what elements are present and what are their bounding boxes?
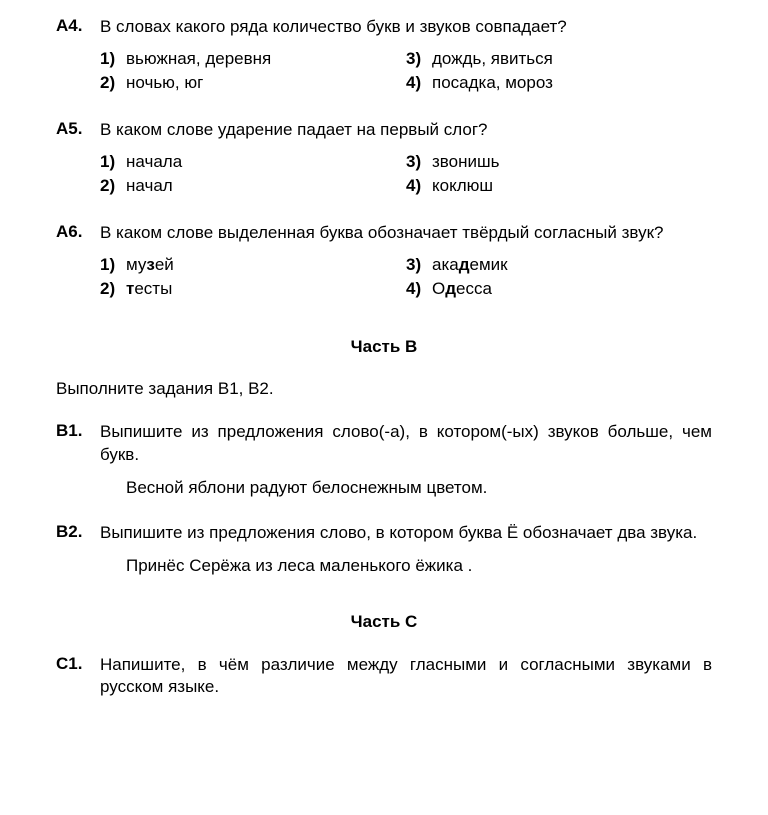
option-a5-2: 2) начал bbox=[100, 176, 406, 196]
option-a4-4: 4) посадка, мороз bbox=[406, 73, 712, 93]
option-a4-2: 2) ночью, юг bbox=[100, 73, 406, 93]
question-a4-row: А4. В словах какого ряда количество букв… bbox=[56, 16, 712, 39]
option-a5-4-text: коклюш bbox=[432, 176, 712, 196]
question-a5-col-right: 3) звонишь 4) коклюш bbox=[406, 152, 712, 200]
question-b2-text: Выпишите из предложения слово, в котором… bbox=[100, 522, 712, 545]
option-a6-1-post: ей bbox=[155, 255, 174, 274]
option-a4-4-text: посадка, мороз bbox=[432, 73, 712, 93]
option-a4-1-num: 1) bbox=[100, 49, 126, 69]
question-a6-options: 1) музей 2) тесты 3) академик 4) Одесса bbox=[100, 255, 712, 303]
option-a6-1-text: музей bbox=[126, 255, 406, 275]
question-a6: А6. В каком слове выделенная буква обозн… bbox=[56, 222, 712, 303]
section-b-title: Часть В bbox=[56, 337, 712, 357]
option-a6-1-pre: му bbox=[126, 255, 146, 274]
question-b2-row: В2. Выпишите из предложения слово, в кот… bbox=[56, 522, 712, 545]
option-a5-3: 3) звонишь bbox=[406, 152, 712, 172]
question-b2-example: Принёс Серёжа из леса маленького ёжика . bbox=[126, 555, 712, 578]
option-a6-4-num: 4) bbox=[406, 279, 432, 299]
option-a6-2: 2) тесты bbox=[100, 279, 406, 299]
option-a6-4: 4) Одесса bbox=[406, 279, 712, 299]
question-c1-row: С1. Напишите, в чём различие между гласн… bbox=[56, 654, 712, 700]
question-a4-col-left: 1) вьюжная, деревня 2) ночью, юг bbox=[100, 49, 406, 97]
option-a6-1-num: 1) bbox=[100, 255, 126, 275]
option-a4-2-text: ночью, юг bbox=[126, 73, 406, 93]
option-a6-4-text: Одесса bbox=[432, 279, 712, 299]
option-a6-3-bold: д bbox=[459, 255, 470, 274]
option-a5-4: 4) коклюш bbox=[406, 176, 712, 196]
option-a4-3: 3) дождь, явиться bbox=[406, 49, 712, 69]
question-a5-text: В каком слове ударение падает на первый … bbox=[100, 119, 712, 142]
question-a4-number: А4. bbox=[56, 16, 100, 36]
question-b1: В1. Выпишите из предложения слово(-а), в… bbox=[56, 421, 712, 500]
option-a5-4-num: 4) bbox=[406, 176, 432, 196]
question-a5-number: А5. bbox=[56, 119, 100, 139]
option-a6-3-text: академик bbox=[432, 255, 712, 275]
section-c-title: Часть С bbox=[56, 612, 712, 632]
option-a4-4-num: 4) bbox=[406, 73, 432, 93]
option-a6-4-bold: д bbox=[445, 279, 456, 298]
question-b1-example: Весной яблони радуют белоснежным цветом. bbox=[126, 477, 712, 500]
option-a6-1-bold: з bbox=[146, 255, 154, 274]
question-a6-col-right: 3) академик 4) Одесса bbox=[406, 255, 712, 303]
question-a4-col-right: 3) дождь, явиться 4) посадка, мороз bbox=[406, 49, 712, 97]
option-a4-2-num: 2) bbox=[100, 73, 126, 93]
question-a6-col-left: 1) музей 2) тесты bbox=[100, 255, 406, 303]
option-a5-2-text: начал bbox=[126, 176, 406, 196]
question-c1-text: Напишите, в чём различие между гласными … bbox=[100, 654, 712, 700]
option-a4-1: 1) вьюжная, деревня bbox=[100, 49, 406, 69]
option-a5-1-text: начала bbox=[126, 152, 406, 172]
question-a5-row: А5. В каком слове ударение падает на пер… bbox=[56, 119, 712, 142]
question-a4-options: 1) вьюжная, деревня 2) ночью, юг 3) дожд… bbox=[100, 49, 712, 97]
question-b2-number: В2. bbox=[56, 522, 100, 542]
question-b1-number: В1. bbox=[56, 421, 100, 441]
option-a4-3-num: 3) bbox=[406, 49, 432, 69]
option-a5-1: 1) начала bbox=[100, 152, 406, 172]
option-a6-2-post: есты bbox=[134, 279, 172, 298]
question-a4: А4. В словах какого ряда количество букв… bbox=[56, 16, 712, 97]
question-c1: С1. Напишите, в чём различие между гласн… bbox=[56, 654, 712, 700]
option-a5-2-num: 2) bbox=[100, 176, 126, 196]
option-a6-4-pre: О bbox=[432, 279, 445, 298]
question-a5-col-left: 1) начала 2) начал bbox=[100, 152, 406, 200]
option-a6-2-num: 2) bbox=[100, 279, 126, 299]
question-b1-text: Выпишите из предложения слово(-а), в кот… bbox=[100, 421, 712, 467]
page: А4. В словах какого ряда количество букв… bbox=[0, 0, 768, 723]
option-a5-3-text: звонишь bbox=[432, 152, 712, 172]
option-a6-3-num: 3) bbox=[406, 255, 432, 275]
option-a6-3-pre: ака bbox=[432, 255, 459, 274]
question-b2: В2. Выпишите из предложения слово, в кот… bbox=[56, 522, 712, 578]
question-c1-number: С1. bbox=[56, 654, 100, 674]
option-a6-3-post: емик bbox=[470, 255, 508, 274]
question-a6-number: А6. bbox=[56, 222, 100, 242]
option-a6-2-text: тесты bbox=[126, 279, 406, 299]
question-a6-row: А6. В каком слове выделенная буква обозн… bbox=[56, 222, 712, 245]
section-b-instruction: Выполните задания В1, В2. bbox=[56, 379, 712, 399]
question-a4-text: В словах какого ряда количество букв и з… bbox=[100, 16, 712, 39]
question-a5: А5. В каком слове ударение падает на пер… bbox=[56, 119, 712, 200]
question-a6-text: В каком слове выделенная буква обозначае… bbox=[100, 222, 712, 245]
option-a5-1-num: 1) bbox=[100, 152, 126, 172]
option-a6-1: 1) музей bbox=[100, 255, 406, 275]
option-a5-3-num: 3) bbox=[406, 152, 432, 172]
option-a6-4-post: есса bbox=[456, 279, 492, 298]
question-a5-options: 1) начала 2) начал 3) звонишь 4) коклюш bbox=[100, 152, 712, 200]
option-a4-1-text: вьюжная, деревня bbox=[126, 49, 406, 69]
question-b1-row: В1. Выпишите из предложения слово(-а), в… bbox=[56, 421, 712, 467]
option-a4-3-text: дождь, явиться bbox=[432, 49, 712, 69]
option-a6-3: 3) академик bbox=[406, 255, 712, 275]
